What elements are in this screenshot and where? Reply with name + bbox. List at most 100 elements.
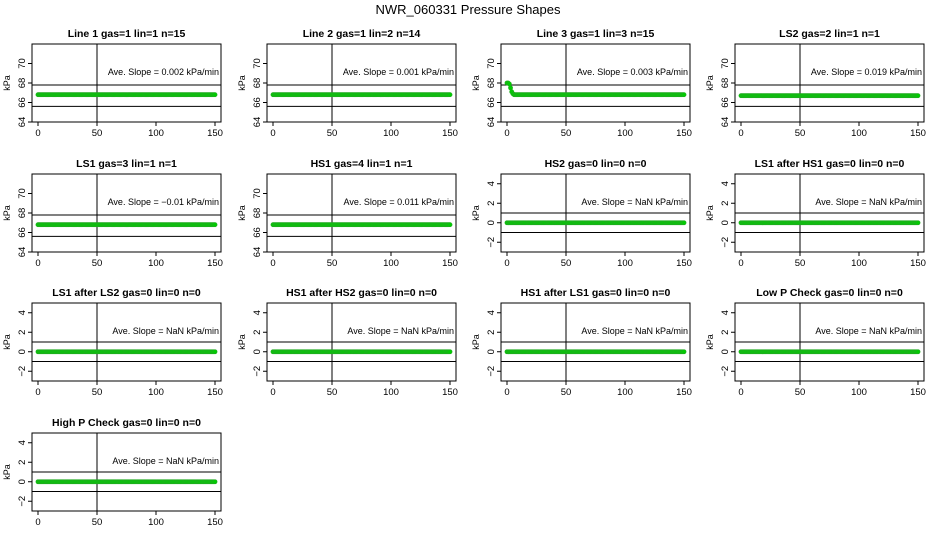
y-tick-label: 64 [17,247,28,258]
chart-panel: Line 1 gas=1 lin=1 n=15 0 50 100 150 64 66 68 70… [2,28,223,139]
y-tick-label: 66 [252,227,263,238]
data-point [447,222,453,228]
slope-annotation: Ave. Slope = NaN kPa/min [815,326,922,336]
data-point [447,349,453,355]
y-axis-title: kPa [237,205,247,221]
data-series [35,92,218,98]
y-tick-label: 66 [17,97,28,108]
x-tick-label: 50 [561,387,572,398]
y-tick-label: 4 [720,310,731,315]
x-tick-label: 50 [795,258,806,269]
y-tick-label: 64 [252,247,263,258]
data-series [270,92,453,98]
x-tick-label: 50 [92,517,103,528]
y-tick-label: 2 [17,330,28,335]
y-tick-label: 4 [252,310,263,315]
x-tick-label: 0 [504,387,509,398]
x-tick-label: 150 [207,387,223,398]
y-axis-title: kPa [2,464,12,480]
figure-title: NWR_060331 Pressure Shapes [376,2,561,17]
data-point [681,92,687,98]
y-axis-title: kPa [471,75,481,91]
y-tick-label: 70 [252,58,263,69]
slope-annotation: Ave. Slope = NaN kPa/min [112,456,219,466]
panel-title: HS1 after LS1 gas=0 lin=0 n=0 [521,287,671,299]
data-series [504,220,687,226]
x-tick-label: 0 [504,258,509,269]
y-axis-title: kPa [237,334,247,350]
y-axis-title: kPa [2,205,12,221]
data-point [212,92,218,98]
chart-panel: HS2 gas=0 lin=0 n=0 0 50 100 150 −2 0 2 4 kPa Ave.… [471,158,692,269]
panel-title: Low P Check gas=0 lin=0 n=0 [756,287,903,299]
x-tick-label: 0 [270,387,275,398]
y-tick-label: −2 [720,366,731,377]
x-tick-label: 100 [617,128,633,139]
panel-title: HS2 gas=0 lin=0 n=0 [545,158,647,170]
x-tick-label: 50 [327,258,338,269]
data-series [504,349,687,355]
data-series [738,349,921,355]
y-axis-title: kPa [705,75,715,91]
data-point [681,220,687,226]
y-tick-label: 0 [17,349,28,354]
plot-frame [500,43,691,123]
y-tick-label: 68 [17,78,28,89]
x-tick-label: 150 [442,258,458,269]
x-tick-label: 150 [442,387,458,398]
y-tick-label: 2 [17,460,28,465]
y-tick-label: 68 [252,208,263,219]
x-tick-label: 100 [383,258,399,269]
x-tick-label: 150 [207,258,223,269]
x-tick-label: 0 [35,258,40,269]
slope-annotation: Ave. Slope = 0.001 kPa/min [343,67,454,77]
chart-panel: Line 2 gas=1 lin=2 n=14 0 50 100 150 64 66 68 70… [237,28,458,139]
data-series [35,349,218,355]
y-tick-label: 0 [486,349,497,354]
x-tick-label: 150 [910,258,926,269]
y-tick-label: 70 [252,188,263,199]
data-series [504,80,687,98]
x-tick-label: 50 [327,387,338,398]
y-tick-label: 68 [486,78,497,89]
y-tick-label: 2 [720,201,731,206]
chart-panel: Line 3 gas=1 lin=3 n=15 0 50 100 150 64 66 68 70… [471,28,692,139]
panel-title: Line 1 gas=1 lin=1 n=15 [68,28,186,40]
y-axis-title: kPa [2,334,12,350]
chart-panel: LS1 after LS2 gas=0 lin=0 n=0 0 50 100 150 −2… [2,287,223,398]
x-tick-label: 0 [35,517,40,528]
y-tick-label: 64 [486,117,497,128]
data-series [35,222,218,228]
chart-panel: LS1 gas=3 lin=1 n=1 0 50 100 150 64 66 68 70 kPa A… [2,158,223,269]
y-tick-label: 66 [252,97,263,108]
data-point [681,349,687,355]
y-tick-label: 66 [17,227,28,238]
chart-panel: High P Check gas=0 lin=0 n=0 0 50 100 150 −2 0… [2,417,223,528]
slope-annotation: Ave. Slope = 0.019 kPa/min [811,67,922,77]
x-tick-label: 0 [35,128,40,139]
data-point [915,349,921,355]
y-tick-label: 2 [252,330,263,335]
data-point [212,222,218,228]
y-axis-title: kPa [705,205,715,221]
y-tick-label: 66 [720,97,731,108]
y-tick-label: 64 [720,117,731,128]
data-point [212,349,218,355]
x-tick-label: 100 [617,387,633,398]
y-tick-label: 0 [252,349,263,354]
y-tick-label: 64 [17,117,28,128]
slope-annotation: Ave. Slope = NaN kPa/min [112,326,219,336]
panel-title: LS2 gas=2 lin=1 n=1 [779,28,880,40]
panel-title: LS1 gas=3 lin=1 n=1 [76,158,177,170]
data-point [447,92,453,98]
y-tick-label: 4 [720,181,731,186]
y-tick-label: −2 [486,237,497,248]
y-tick-label: 2 [720,330,731,335]
y-tick-label: −2 [252,366,263,377]
x-tick-label: 150 [442,128,458,139]
x-tick-label: 150 [676,128,692,139]
y-tick-label: 68 [720,78,731,89]
x-tick-label: 100 [851,258,867,269]
y-tick-label: 0 [486,220,497,225]
